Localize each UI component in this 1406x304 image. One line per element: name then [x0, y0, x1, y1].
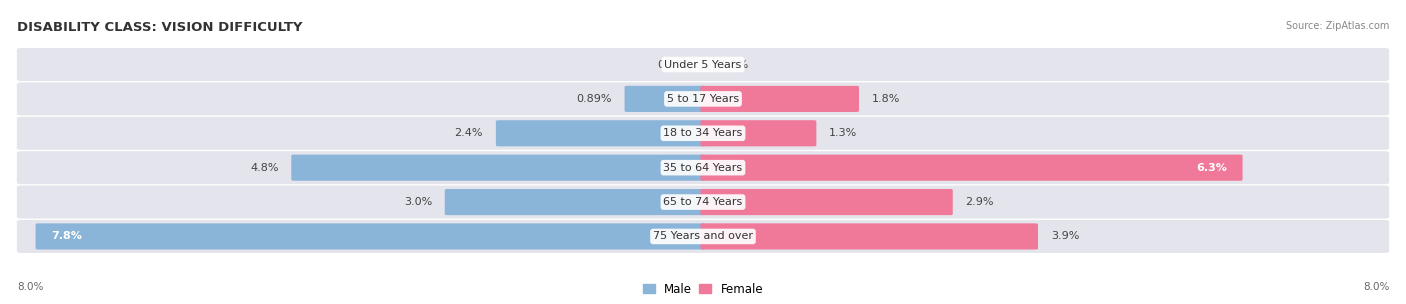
Text: DISABILITY CLASS: VISION DIFFICULTY: DISABILITY CLASS: VISION DIFFICULTY	[17, 21, 302, 34]
Text: 5 to 17 Years: 5 to 17 Years	[666, 94, 740, 104]
Text: 35 to 64 Years: 35 to 64 Years	[664, 163, 742, 173]
FancyBboxPatch shape	[496, 120, 706, 146]
FancyBboxPatch shape	[700, 155, 1243, 181]
Text: 0.89%: 0.89%	[576, 94, 612, 104]
Text: 7.8%: 7.8%	[51, 231, 82, 241]
Text: Under 5 Years: Under 5 Years	[665, 60, 741, 70]
FancyBboxPatch shape	[624, 86, 706, 112]
Text: 0.0%: 0.0%	[658, 60, 686, 70]
FancyBboxPatch shape	[700, 120, 817, 146]
Text: 6.3%: 6.3%	[1197, 163, 1227, 173]
FancyBboxPatch shape	[17, 220, 1389, 253]
Text: 1.3%: 1.3%	[830, 128, 858, 138]
FancyBboxPatch shape	[291, 155, 706, 181]
Legend: Male, Female: Male, Female	[643, 283, 763, 295]
Text: 65 to 74 Years: 65 to 74 Years	[664, 197, 742, 207]
Text: 3.0%: 3.0%	[404, 197, 432, 207]
Text: Source: ZipAtlas.com: Source: ZipAtlas.com	[1285, 21, 1389, 31]
Text: 8.0%: 8.0%	[17, 282, 44, 292]
Text: 2.9%: 2.9%	[966, 197, 994, 207]
FancyBboxPatch shape	[700, 86, 859, 112]
FancyBboxPatch shape	[35, 223, 706, 250]
FancyBboxPatch shape	[17, 151, 1389, 184]
Text: 75 Years and over: 75 Years and over	[652, 231, 754, 241]
Text: 3.9%: 3.9%	[1050, 231, 1080, 241]
Text: 2.4%: 2.4%	[454, 128, 484, 138]
FancyBboxPatch shape	[700, 189, 953, 215]
FancyBboxPatch shape	[17, 185, 1389, 219]
Text: 4.8%: 4.8%	[250, 163, 278, 173]
FancyBboxPatch shape	[444, 189, 706, 215]
Text: 1.8%: 1.8%	[872, 94, 900, 104]
FancyBboxPatch shape	[17, 82, 1389, 116]
FancyBboxPatch shape	[17, 48, 1389, 81]
Text: 18 to 34 Years: 18 to 34 Years	[664, 128, 742, 138]
Text: 8.0%: 8.0%	[1362, 282, 1389, 292]
FancyBboxPatch shape	[17, 117, 1389, 150]
Text: 0.0%: 0.0%	[720, 60, 748, 70]
FancyBboxPatch shape	[700, 223, 1038, 250]
